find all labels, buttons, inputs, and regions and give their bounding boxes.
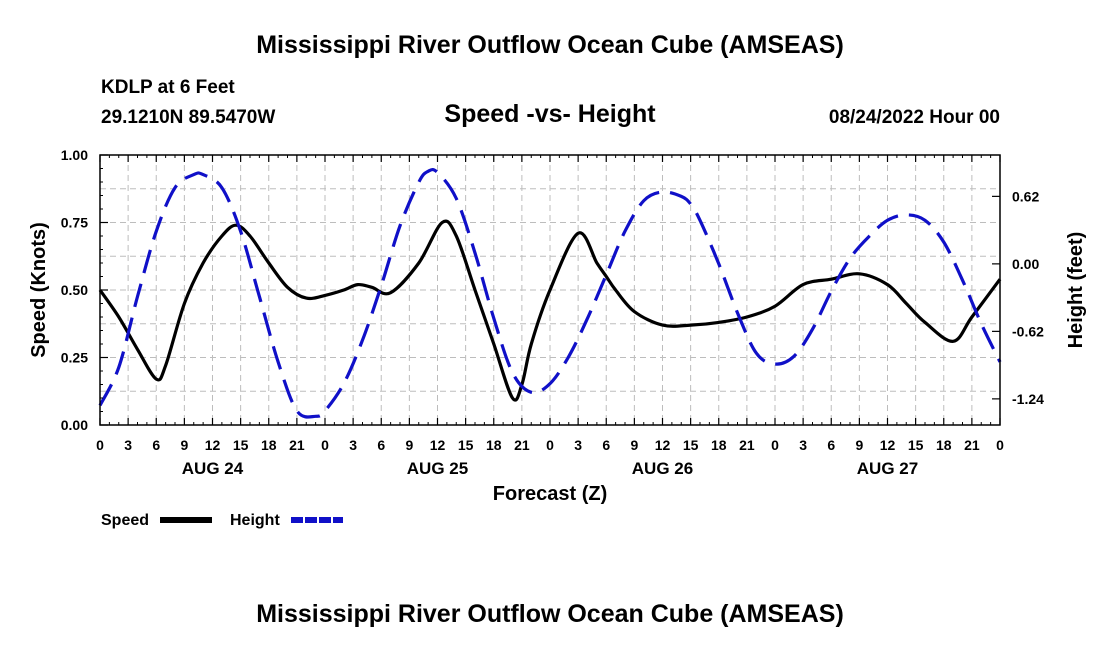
chart-title: Mississippi River Outflow Ocean Cube (AM… (256, 31, 844, 59)
x-tick-label: 21 (739, 437, 755, 453)
footer-title: Mississippi River Outflow Ocean Cube (AM… (256, 600, 844, 628)
x-tick-label: 3 (124, 437, 132, 453)
x-axis-label: Forecast (Z) (493, 483, 607, 505)
x-tick-label: 21 (964, 437, 980, 453)
chart-subtitle: Speed -vs- Height (444, 100, 656, 128)
x-tick-label: 6 (377, 437, 385, 453)
x-tick-label: 12 (205, 437, 221, 453)
y2-tick-label: -0.62 (1012, 323, 1044, 339)
x-tick-label: 3 (574, 437, 582, 453)
x-tick-label: 21 (289, 437, 305, 453)
grid (100, 155, 1000, 425)
x-tick-label: 18 (936, 437, 952, 453)
y2-tick-label: 0.00 (1012, 256, 1039, 272)
x-tick-label: 15 (233, 437, 249, 453)
day-label: AUG 24 (182, 459, 244, 478)
x-tick-label: 0 (96, 437, 104, 453)
x-tick-label: 0 (771, 437, 779, 453)
series-layer (98, 167, 1002, 419)
y2-tick-label: -1.24 (1012, 391, 1044, 407)
x-tick-label: 0 (546, 437, 554, 453)
x-tick-label: 3 (349, 437, 357, 453)
y-tick-label: 0.25 (61, 350, 88, 366)
y-axis-label: Speed (Knots) (28, 222, 50, 358)
x-tick-label: 6 (152, 437, 160, 453)
x-tick-label: 15 (458, 437, 474, 453)
x-tick-label: 12 (655, 437, 671, 453)
y2-axis-label: Height (feet) (1065, 232, 1087, 349)
forecast-datetime: 08/24/2022 Hour 00 (828, 107, 1000, 128)
x-tick-label: 18 (486, 437, 502, 453)
x-tick-label: 18 (711, 437, 727, 453)
x-tick-label: 9 (855, 437, 863, 453)
x-tick-label: 9 (180, 437, 188, 453)
x-tick-label: 6 (827, 437, 835, 453)
legend-label-height: Height (230, 512, 280, 529)
x-tick-label: 9 (405, 437, 413, 453)
y2-tick-label: 0.62 (1012, 188, 1039, 204)
x-tick-label: 0 (996, 437, 1004, 453)
x-tick-label: 6 (602, 437, 610, 453)
y-tick-label: 0.50 (61, 282, 88, 298)
x-tick-label: 12 (880, 437, 896, 453)
y-tick-label: 1.00 (61, 147, 88, 163)
y-tick-label: 0.00 (61, 417, 88, 433)
x-tick-label: 9 (630, 437, 638, 453)
legend: Speed Height (101, 512, 343, 529)
station-coordinates: 29.1210N 89.5470W (101, 107, 276, 128)
x-tick-label: 0 (321, 437, 329, 453)
day-label: AUG 27 (857, 459, 918, 478)
y-tick-label: 0.75 (61, 215, 88, 231)
axes: 0 3 6 9 12 15 18 21 0 3 6 9 12 15 18 21 0 3 6 9 12 15 18 21 0 3 6 9… (61, 147, 1044, 478)
day-label: AUG 26 (632, 459, 693, 478)
series-line-height (98, 167, 1002, 419)
x-tick-label: 15 (908, 437, 924, 453)
x-tick-label: 3 (799, 437, 807, 453)
x-tick-label: 21 (514, 437, 530, 453)
x-tick-label: 18 (261, 437, 277, 453)
x-tick-label: 12 (430, 437, 446, 453)
station-label: KDLP at 6 Feet (101, 77, 235, 98)
series-line-speed (98, 219, 1002, 402)
x-tick-label: 15 (683, 437, 699, 453)
legend-label-speed: Speed (101, 512, 149, 529)
day-label: AUG 25 (407, 459, 468, 478)
